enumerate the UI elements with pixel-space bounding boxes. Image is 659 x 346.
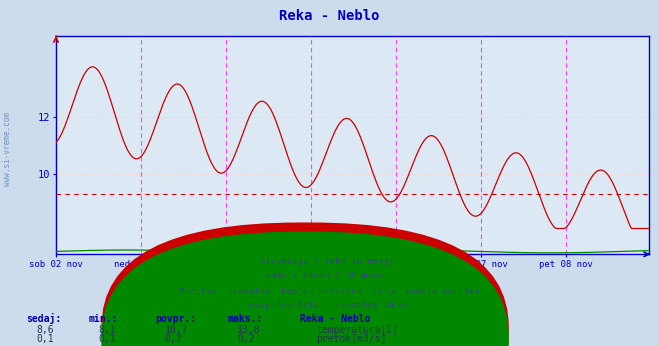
Text: 0,2: 0,2 [165, 334, 183, 344]
Text: 0,1: 0,1 [36, 334, 54, 344]
Text: 13,8: 13,8 [237, 325, 261, 335]
Text: pretok[m3/s]: pretok[m3/s] [316, 334, 387, 344]
Text: navpična črta - razdelek 24 ur: navpična črta - razdelek 24 ur [249, 300, 410, 310]
Text: Reka - Neblo: Reka - Neblo [279, 9, 380, 22]
Text: 0,2: 0,2 [237, 334, 255, 344]
Text: min.:: min.: [89, 315, 119, 325]
Text: www.si-vreme.com: www.si-vreme.com [3, 112, 13, 186]
Text: 8,1: 8,1 [99, 325, 117, 335]
Text: 0,1: 0,1 [99, 334, 117, 344]
Text: sedaj:: sedaj: [26, 313, 61, 325]
Text: Meritve: trenutne  Enote: metrične  Črta: zadnja meritev: Meritve: trenutne Enote: metrične Črta: … [179, 285, 480, 295]
Text: Reka - Neblo: Reka - Neblo [300, 315, 370, 325]
Text: zadnji teden / 30 minut.: zadnji teden / 30 minut. [265, 271, 394, 280]
Text: maks.:: maks.: [227, 315, 262, 325]
Text: 8,6: 8,6 [36, 325, 54, 335]
Text: Slovenija / reke in morje.: Slovenija / reke in morje. [260, 257, 399, 266]
Text: povpr.:: povpr.: [155, 315, 196, 325]
Text: temperatura[C]: temperatura[C] [316, 325, 399, 335]
Text: 10,7: 10,7 [165, 325, 188, 335]
